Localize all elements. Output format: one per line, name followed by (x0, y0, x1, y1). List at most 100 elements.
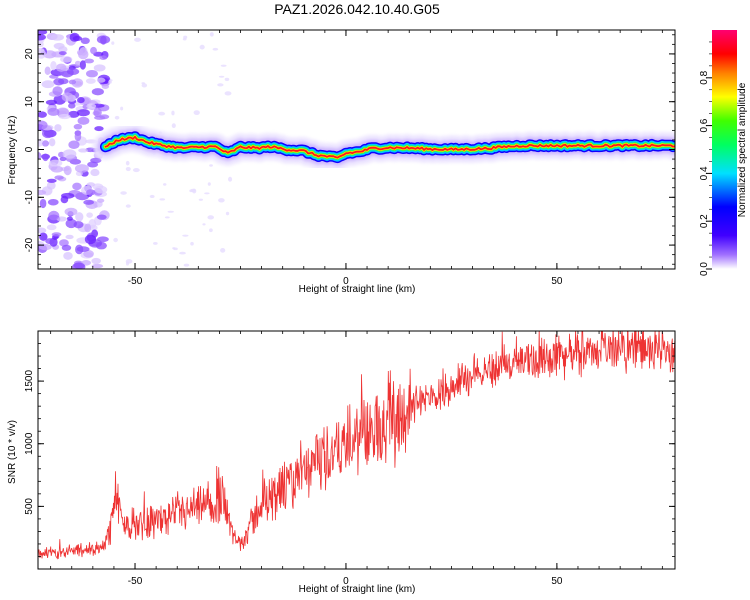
noise-speckle (74, 60, 81, 67)
noise-speckle (90, 157, 102, 164)
noise-speckle (77, 97, 85, 104)
noise-speckle (76, 246, 90, 253)
y-tick-label: 1500 (24, 370, 35, 393)
noise-speckle (44, 66, 51, 76)
noise-speckle (209, 164, 213, 167)
noise-speckle (42, 153, 49, 162)
x-tick-label: 0 (343, 276, 349, 287)
noise-speckle (50, 34, 64, 41)
noise-speckle (113, 237, 118, 243)
noise-speckle (60, 195, 69, 204)
noise-speckle (58, 51, 67, 56)
noise-speckle (141, 82, 145, 85)
spectrogram-ticks: -50 0 50 -20 -10 0 10 20 (24, 30, 675, 287)
noise-speckle (83, 249, 94, 258)
y-tick-label: 10 (24, 96, 35, 108)
noise-speckle (66, 216, 73, 221)
noise-speckle (90, 46, 97, 55)
noise-speckle (77, 116, 90, 125)
noise-speckle (39, 198, 47, 209)
noise-speckle (45, 99, 58, 106)
spectrogram-ylabel: Frequency (Hz) (7, 116, 18, 185)
noise-speckle (74, 131, 82, 142)
colorbar-gradient (712, 30, 737, 269)
noise-speckle (38, 142, 43, 147)
noise-speckle (46, 181, 56, 190)
x-tick-label: 0 (343, 576, 349, 587)
noise-speckle (193, 110, 200, 116)
colorbar-tick-label: 0.6 (699, 118, 710, 132)
noise-speckle (68, 79, 77, 85)
colorbar-tick-label: 0.8 (699, 70, 710, 84)
noise-speckle (78, 148, 88, 153)
noise-speckle (125, 204, 131, 208)
noise-speckle (111, 41, 115, 45)
y-tick-label: 20 (24, 48, 35, 60)
noise-speckle (41, 140, 50, 147)
noise-speckle (48, 210, 60, 221)
colorbar-ticks: 0.0 0.2 0.4 0.6 0.8 (699, 41, 712, 276)
noise-speckle (94, 185, 108, 194)
noise-speckle (38, 189, 47, 196)
snr-xlabel: Height of straight line (km) (299, 584, 416, 595)
colorbar-tick-label: 0.0 (699, 262, 710, 276)
noise-speckle (179, 251, 186, 255)
noise-speckle (125, 160, 130, 166)
noise-speckle (47, 107, 60, 116)
noise-speckle (202, 223, 206, 226)
noise-speckle (134, 37, 141, 42)
snr-background (38, 331, 675, 569)
noise-speckle (149, 194, 155, 199)
noise-speckle (84, 223, 92, 233)
noise-speckle (218, 75, 225, 78)
noise-speckle (141, 83, 148, 88)
noise-speckle (38, 120, 48, 130)
noise-speckle (164, 216, 170, 219)
noise-speckle (56, 216, 67, 222)
colorbar-tick-label: 0.2 (699, 214, 710, 228)
noise-speckle (159, 198, 166, 201)
noise-speckle (76, 109, 90, 117)
noise-speckle (94, 115, 106, 120)
noise-speckle (77, 49, 89, 60)
noise-speckle (63, 165, 72, 176)
noise-speckle (58, 78, 69, 85)
noise-speckle (171, 110, 175, 116)
noise-speckle (54, 175, 64, 180)
noise-speckle (218, 198, 225, 203)
noise-speckle (207, 215, 215, 220)
noise-speckle (38, 47, 45, 53)
y-tick-label: 500 (24, 498, 35, 515)
ridge-band-red (104, 135, 675, 159)
noise-speckle (52, 86, 63, 96)
noise-speckle (120, 191, 127, 195)
colorbar: 0.0 0.2 0.4 0.6 0.8 Normalized spectral ampl… (699, 30, 748, 276)
noise-speckle (224, 77, 230, 82)
noise-speckle (75, 212, 84, 222)
noise-speckle (171, 123, 176, 129)
noise-speckle (72, 35, 83, 42)
noise-speckle (132, 168, 140, 173)
noise-speckle (225, 211, 230, 216)
noise-speckle (55, 63, 67, 72)
noise-speckle (48, 138, 56, 147)
colorbar-tick-label: 0.4 (699, 166, 710, 180)
noise-speckle (95, 241, 107, 250)
noise-speckle (85, 78, 96, 84)
noise-speckle (79, 60, 86, 70)
noise-speckle (83, 199, 95, 205)
noise-speckle (61, 92, 74, 102)
noise-speckle (46, 178, 57, 183)
noise-speckle (54, 124, 62, 132)
noise-speckle (183, 263, 190, 267)
noise-speckle (91, 263, 104, 269)
y-tick-label: -20 (24, 237, 35, 252)
noise-speckle (91, 88, 104, 96)
noise-speckle (90, 168, 100, 177)
noise-speckle (38, 152, 42, 160)
x-tick-label: 50 (551, 276, 563, 287)
noise-speckle (114, 115, 120, 120)
noise-speckle (228, 176, 233, 182)
noise-speckle (125, 166, 131, 172)
spectrogram-panel: -50 0 50 -20 -10 0 10 20 Height of straight lin… (7, 29, 676, 295)
